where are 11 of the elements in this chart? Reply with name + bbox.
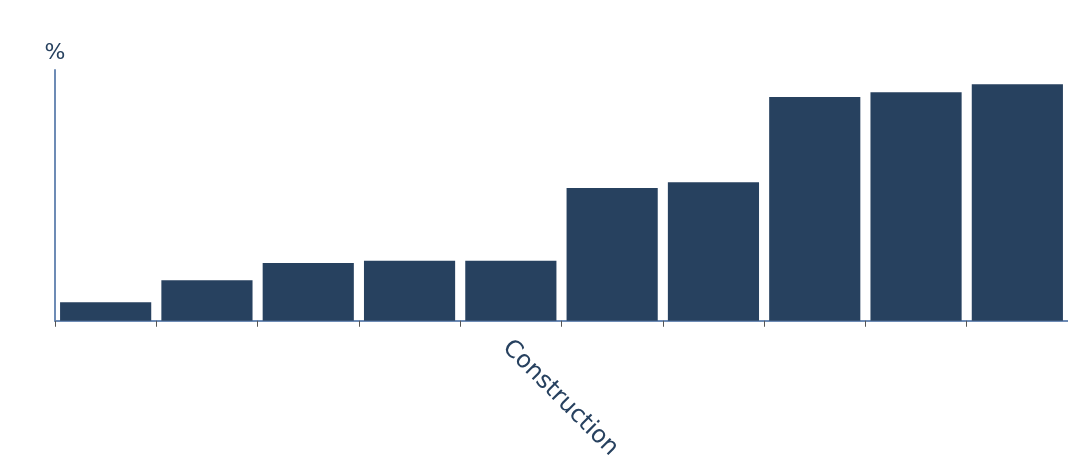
bar: [465, 260, 557, 321]
bar: [971, 84, 1063, 321]
bar: [566, 188, 658, 321]
bar: [363, 260, 456, 321]
bar: [161, 280, 253, 321]
bar: [769, 96, 861, 321]
bar: [667, 182, 760, 321]
y-axis-title: %: [44, 38, 66, 64]
bar: [262, 263, 354, 321]
bar: [870, 92, 962, 321]
bar: [60, 302, 152, 321]
